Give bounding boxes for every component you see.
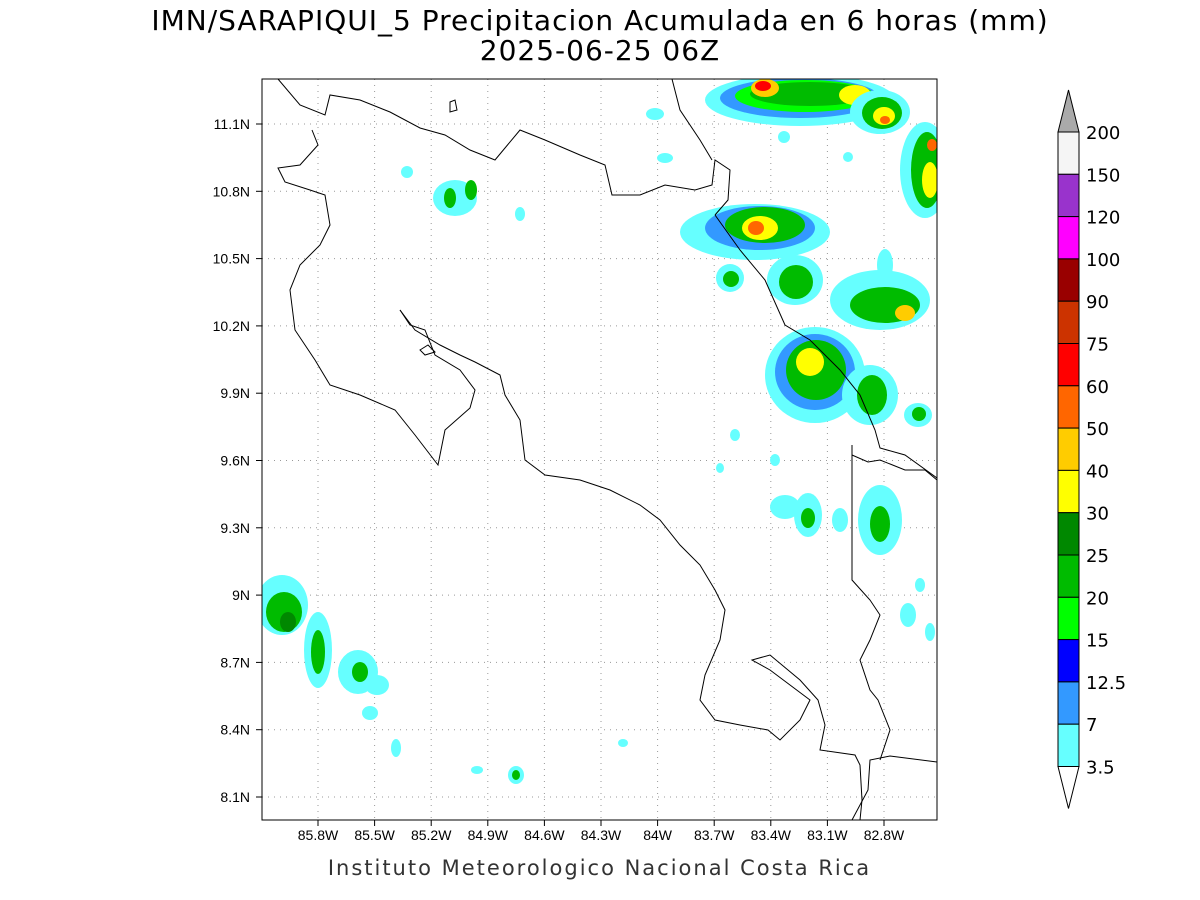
precip-cell-limon xyxy=(765,327,932,427)
colorbar-swatch xyxy=(1057,258,1080,302)
colorbar-swatch xyxy=(1057,681,1080,725)
colorbar-label: 90 xyxy=(1086,292,1109,313)
lon-tick-label: 84W xyxy=(643,827,673,843)
coastline xyxy=(277,79,937,820)
map-title: IMN/SARAPIQUI_5 Precipitacion Acumulada … xyxy=(151,4,1049,37)
precip-cell-ne-right xyxy=(850,90,910,134)
lat-tick-label: 8.1N xyxy=(220,789,250,805)
colorbar-under-arrow xyxy=(1057,766,1080,809)
colorbar-label: 50 xyxy=(1086,419,1109,440)
precip-cell-guanacaste-coast xyxy=(262,575,401,757)
precip-cell-talamanca xyxy=(770,485,902,555)
colorbar-label: 150 xyxy=(1086,165,1120,186)
colorbar-label: 3.5 xyxy=(1086,758,1115,779)
colorbar-label: 200 xyxy=(1086,123,1120,144)
lat-tick-label: 9.9N xyxy=(220,385,250,401)
lon-tick-label: 82.8W xyxy=(864,827,905,843)
map-date: 2025-06-25 06Z xyxy=(479,34,721,67)
lat-tick-label: 9N xyxy=(232,587,250,603)
lon-tick-label: 83.4W xyxy=(751,827,792,843)
latitude-axis: 11.1N 10.8N 10.5N 10.2N 9.9N 9.6N 9.3N 9N 8.7N 8.… xyxy=(213,116,262,805)
colorbar-swatch xyxy=(1057,512,1080,556)
precip-cell-sarapiqui xyxy=(680,204,830,305)
lat-tick-label: 8.4N xyxy=(220,722,250,738)
colorbar-swatch xyxy=(1057,596,1080,641)
lat-tick-label: 10.8N xyxy=(213,183,250,199)
colorbar-swatch xyxy=(1057,469,1080,514)
lon-tick-label: 85.5W xyxy=(354,827,395,843)
lon-tick-label: 85.8W xyxy=(298,827,339,843)
lon-tick-label: 84.3W xyxy=(581,827,622,843)
colorbar-swatch xyxy=(1057,554,1080,598)
colorbar-swatch xyxy=(1057,131,1080,175)
colorbar-label: 75 xyxy=(1086,335,1109,356)
lon-tick-label: 85.2W xyxy=(411,827,452,843)
map-grid xyxy=(262,79,937,820)
lat-tick-label: 11.1N xyxy=(214,116,250,132)
colorbar-label: 100 xyxy=(1086,250,1120,271)
colorbar-legend: 200 150 120 100 90 75 60 50 40 30 25 20 15 12.5 7 3.5 xyxy=(1057,89,1126,809)
precip-cell-east-coast xyxy=(830,249,930,330)
lon-tick-label: 84.6W xyxy=(524,827,565,843)
colorbar-label: 40 xyxy=(1086,461,1109,482)
colorbar-label: 25 xyxy=(1086,546,1109,567)
lon-tick-label: 84.9W xyxy=(468,827,509,843)
lat-tick-label: 9.6N xyxy=(220,453,250,469)
precipitation-field xyxy=(262,79,937,784)
lat-tick-label: 9.3N xyxy=(220,520,250,536)
colorbar-over-arrow xyxy=(1057,89,1080,133)
colorbar-swatch xyxy=(1057,173,1080,218)
colorbar-swatch xyxy=(1057,300,1080,345)
colorbar-swatch xyxy=(1057,427,1080,471)
colorbar-swatch xyxy=(1057,216,1080,260)
map-frame xyxy=(261,78,938,821)
lat-tick-label: 10.2N xyxy=(213,318,250,334)
lat-tick-label: 8.7N xyxy=(220,654,250,670)
footer-credit: Instituto Meteorologico Nacional Costa R… xyxy=(327,856,872,880)
colorbar-label: 120 xyxy=(1086,208,1120,229)
colorbar-swatch xyxy=(1057,723,1080,768)
lat-tick-label: 10.5N xyxy=(213,251,250,267)
lon-tick-label: 83.7W xyxy=(694,827,735,843)
colorbar-label: 60 xyxy=(1086,377,1109,398)
colorbar-swatch xyxy=(1057,639,1080,683)
colorbar-label: 7 xyxy=(1086,715,1097,736)
longitude-axis: 85.8W 85.5W 85.2W 84.9W 84.6W 84.3W 84W 83.7W 83… xyxy=(298,820,905,843)
lon-tick-label: 83.1W xyxy=(807,827,848,843)
colorbar-swatch xyxy=(1057,385,1080,429)
precip-cell-east-edge xyxy=(900,122,937,218)
colorbar-label: 30 xyxy=(1086,504,1109,525)
precip-cell-small xyxy=(401,108,935,784)
colorbar-swatch xyxy=(1057,343,1080,387)
colorbar-label: 12.5 xyxy=(1086,673,1126,694)
colorbar-label: 20 xyxy=(1086,588,1109,609)
colorbar-label: 15 xyxy=(1086,631,1109,652)
